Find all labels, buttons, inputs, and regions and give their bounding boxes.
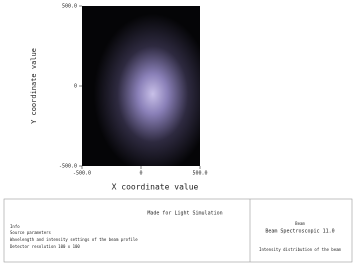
x-tick-label: 0 (139, 171, 142, 177)
y-tick-label: -500.0 (59, 164, 77, 170)
intensity-image (82, 6, 200, 166)
info-line: Detector resolution 100 x 100 (10, 244, 80, 249)
y-tick-label: 0 (74, 84, 77, 90)
screen: X coordinate value Y coordinate value Ma… (0, 0, 355, 264)
y-tick-label: 500.0 (62, 4, 77, 10)
panel-subtitle: Beam Spectroscopic 11.0 (265, 229, 334, 235)
info-line: Wavelength and intensity settings of the… (10, 237, 138, 242)
panel-title: Beam (295, 221, 305, 226)
y-axis-label: Y coordinate value (30, 48, 38, 124)
info-line: Info (10, 224, 20, 229)
banner: Made for Light Simulation (147, 211, 222, 217)
panel-note: Intensity distribution of the beam (259, 247, 341, 252)
x-tick-label: -500.0 (73, 171, 91, 177)
x-tick-label: 500.0 (192, 171, 207, 177)
app-window: X coordinate value Y coordinate value Ma… (0, 0, 355, 264)
info-line: Source parameters (10, 230, 52, 235)
x-axis-label: X coordinate value (112, 183, 199, 192)
